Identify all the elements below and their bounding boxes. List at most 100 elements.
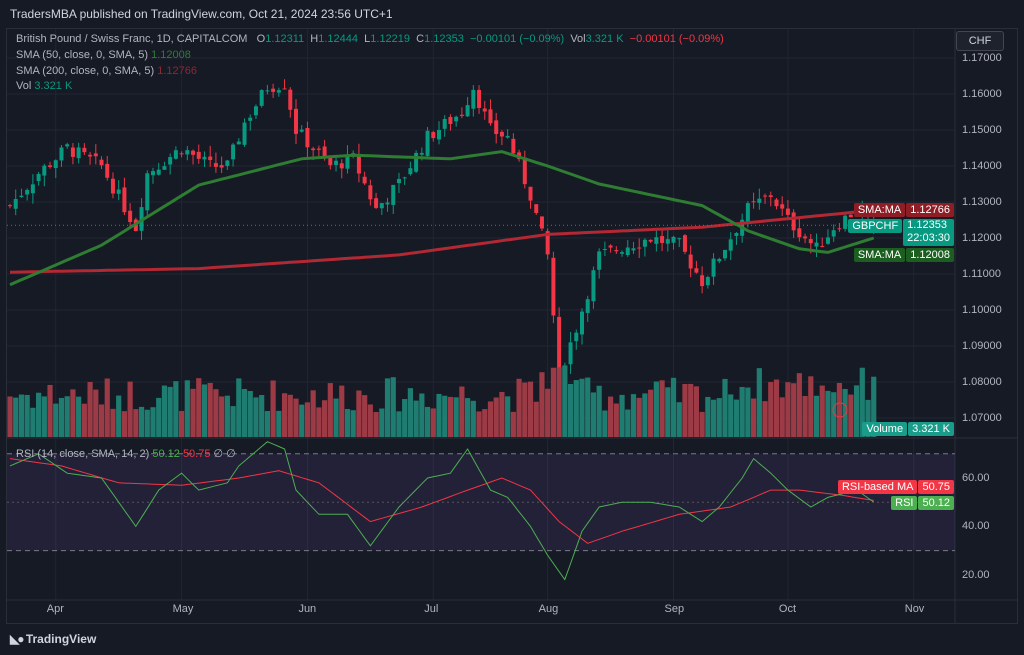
candle-body — [345, 154, 350, 169]
volume-bar — [785, 382, 791, 437]
volume-bar — [36, 392, 42, 437]
candle-body — [168, 157, 173, 165]
sma50-tag: SMA:MA 1.12008 — [853, 248, 954, 262]
volume-bar — [453, 397, 459, 437]
volume-bar — [705, 396, 711, 437]
candle-body — [671, 236, 676, 243]
candle-body — [219, 165, 224, 168]
volume-bar — [831, 392, 837, 437]
volume-bar — [682, 384, 688, 437]
candle-body — [334, 160, 339, 165]
volume-bar — [842, 388, 848, 437]
sma50-tag-label: SMA:MA — [853, 248, 906, 262]
volume-bar — [825, 390, 831, 437]
candle-body — [848, 214, 853, 218]
volume-bar — [676, 402, 682, 437]
volume-bar — [327, 383, 333, 437]
volume-bar — [356, 390, 362, 437]
candle-body — [185, 150, 190, 155]
volume-legend[interactable]: Vol 3.321 K — [16, 80, 73, 92]
volume-bar — [539, 372, 545, 437]
volume-bar — [396, 411, 402, 437]
sma200-legend[interactable]: SMA (200, close, 0, SMA, 5) 1.12766 — [16, 65, 197, 77]
candle-body — [225, 160, 230, 166]
candle-body — [648, 239, 653, 242]
candle-body — [448, 116, 453, 124]
candle-body — [271, 88, 276, 92]
volume-bar — [573, 380, 579, 437]
candle-body — [162, 166, 167, 170]
candle-body — [42, 165, 47, 176]
rsi-legend[interactable]: RSI (14, close, SMA, 14, 2) 50.12 50.75 … — [16, 448, 236, 460]
alert-icon — [832, 402, 848, 418]
candle-body — [356, 154, 361, 174]
candle-body — [825, 237, 830, 244]
rsi-ma-line — [9, 458, 874, 544]
candle-body — [454, 116, 459, 122]
price-tick-label: 1.12000 — [962, 232, 1002, 244]
volume-bar — [7, 396, 13, 437]
volume-bar — [241, 388, 248, 437]
volume-bar — [70, 389, 76, 437]
candle-body — [637, 247, 642, 249]
volume-bar — [802, 395, 808, 437]
volume-bar — [390, 377, 396, 437]
candle-body — [213, 163, 218, 167]
candle-body — [728, 239, 733, 251]
candle-body — [391, 184, 396, 205]
candle-body — [110, 178, 115, 194]
volume-bar — [516, 378, 522, 437]
candle-body — [19, 195, 24, 198]
volume-bar — [98, 404, 105, 437]
candle-body — [408, 168, 413, 175]
volume-bar — [796, 373, 802, 437]
candle-body — [442, 118, 447, 129]
candle-body — [328, 156, 333, 166]
candle-body — [93, 153, 98, 157]
rsi-tick-label: 60.00 — [962, 472, 990, 484]
candle-body — [585, 299, 590, 313]
volume-bar — [81, 403, 87, 437]
time-tick-label: Aug — [538, 603, 559, 615]
volume-bar — [367, 404, 373, 437]
volume-tag: Volume 3.321 K — [862, 422, 954, 436]
candle-body — [522, 157, 527, 185]
currency-button[interactable]: CHF — [956, 31, 1004, 51]
candle-body — [59, 147, 64, 161]
volume-bar — [53, 403, 59, 437]
volume-bar — [299, 404, 305, 437]
volume-bar — [133, 409, 139, 437]
chart-frame[interactable] — [6, 28, 1018, 624]
tradingview-logo[interactable]: ◣● TradingView — [10, 632, 97, 646]
volume-bar — [659, 380, 665, 437]
volume-bar — [808, 376, 814, 437]
volume-bar — [636, 397, 642, 437]
volume-bar — [768, 382, 774, 437]
symbol-title[interactable]: British Pound / Swiss Franc, 1D, CAPITAL… — [16, 33, 248, 45]
volume-bar — [470, 400, 476, 437]
volume-bar — [567, 383, 574, 437]
candle-body — [299, 129, 304, 132]
price-tick-label: 1.17000 — [962, 52, 1002, 64]
time-tick-label: Sep — [664, 603, 685, 615]
volume-bar — [116, 395, 122, 437]
sma50-legend[interactable]: SMA (50, close, 0, SMA, 5) 1.12008 — [16, 49, 191, 61]
volume-bar — [281, 393, 288, 437]
price-tick-label: 1.13000 — [962, 196, 1002, 208]
volume-tag-label: Volume — [862, 422, 908, 436]
candle-body — [534, 204, 539, 213]
candle-body — [580, 311, 584, 335]
volume-bar — [344, 408, 351, 437]
candle-body — [723, 249, 727, 259]
candle-body — [259, 90, 264, 106]
price-tick-label: 1.16000 — [962, 88, 1002, 100]
sma50-line — [9, 150, 875, 287]
candle-body — [780, 204, 785, 209]
volume-bar — [653, 381, 659, 437]
volume-bar — [402, 399, 408, 437]
candle-body — [477, 89, 482, 108]
candle-body — [339, 163, 344, 169]
candle-body — [665, 239, 670, 244]
volume-bar — [665, 387, 671, 437]
